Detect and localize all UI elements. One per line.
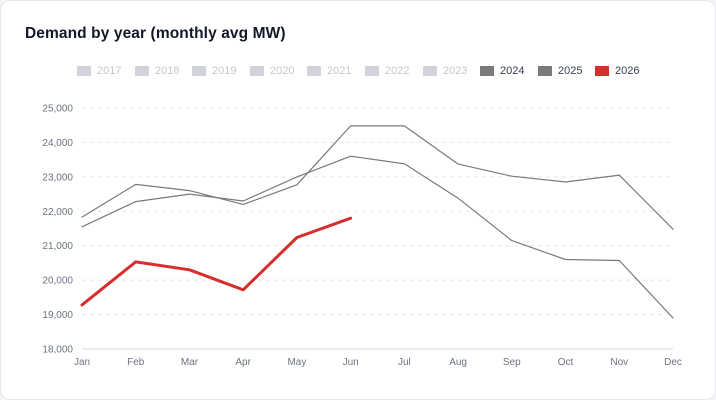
legend-label: 2022 xyxy=(385,65,410,77)
series-line-2026 xyxy=(80,216,353,307)
legend-label: 2025 xyxy=(558,65,583,77)
legend-swatch xyxy=(538,66,552,76)
x-tick-label: May xyxy=(287,357,306,368)
legend-item-2018[interactable]: 2018 xyxy=(135,61,179,81)
x-tick-label: Oct xyxy=(558,357,574,368)
series-line-2024 xyxy=(81,155,674,319)
legend-item-2019[interactable]: 2019 xyxy=(192,61,236,81)
legend-label: 2024 xyxy=(500,65,525,77)
series-line-2025 xyxy=(81,125,674,230)
legend-label: 2023 xyxy=(443,65,468,77)
legend-item-2025[interactable]: 2025 xyxy=(538,61,582,81)
legend-label: 2026 xyxy=(615,65,640,77)
y-tick-label: 24,000 xyxy=(42,138,73,149)
legend-label: 2019 xyxy=(212,65,237,77)
x-tick-label: Apr xyxy=(235,357,251,368)
legend-item-2024[interactable]: 2024 xyxy=(480,61,524,81)
legend-swatch xyxy=(135,66,149,76)
legend-item-2017[interactable]: 2017 xyxy=(77,61,121,81)
legend-swatch xyxy=(595,66,609,76)
x-tick-label: Mar xyxy=(181,357,199,368)
y-tick-label: 25,000 xyxy=(42,104,73,115)
legend-swatch xyxy=(365,66,379,76)
legend-swatch xyxy=(77,66,91,76)
y-tick-label: 19,000 xyxy=(42,310,73,321)
legend-item-2021[interactable]: 2021 xyxy=(307,61,351,81)
chart-title: Demand by year (monthly avg MW) xyxy=(25,25,286,42)
legend-swatch xyxy=(307,66,321,76)
y-tick-label: 21,000 xyxy=(42,241,73,252)
legend-swatch xyxy=(423,66,437,76)
legend-swatch xyxy=(192,66,206,76)
legend-item-2020[interactable]: 2020 xyxy=(250,61,294,81)
x-tick-label: Dec xyxy=(664,357,682,368)
x-tick-label: Aug xyxy=(449,357,467,368)
x-tick-label: Jun xyxy=(343,357,359,368)
y-tick-label: 20,000 xyxy=(42,276,73,287)
x-tick-label: Jan xyxy=(74,357,90,368)
x-tick-label: Jul xyxy=(398,357,411,368)
chart-legend: 2017 2018 2019 2020 2021 2022 2023 2024 2025 2026 xyxy=(1,61,716,81)
x-tick-label: Feb xyxy=(127,357,145,368)
legend-swatch xyxy=(250,66,264,76)
legend-label: 2017 xyxy=(97,65,122,77)
x-tick-label: Sep xyxy=(503,357,521,368)
legend-swatch xyxy=(480,66,494,76)
legend-item-2022[interactable]: 2022 xyxy=(365,61,409,81)
legend-label: 2021 xyxy=(327,65,352,77)
legend-item-2026[interactable]: 2026 xyxy=(595,61,639,81)
legend-label: 2018 xyxy=(155,65,180,77)
y-tick-label: 18,000 xyxy=(42,345,73,356)
y-tick-label: 23,000 xyxy=(42,172,73,183)
legend-label: 2020 xyxy=(270,65,295,77)
y-tick-label: 22,000 xyxy=(42,207,73,218)
x-tick-label: Nov xyxy=(610,357,628,368)
legend-item-2023[interactable]: 2023 xyxy=(423,61,467,81)
